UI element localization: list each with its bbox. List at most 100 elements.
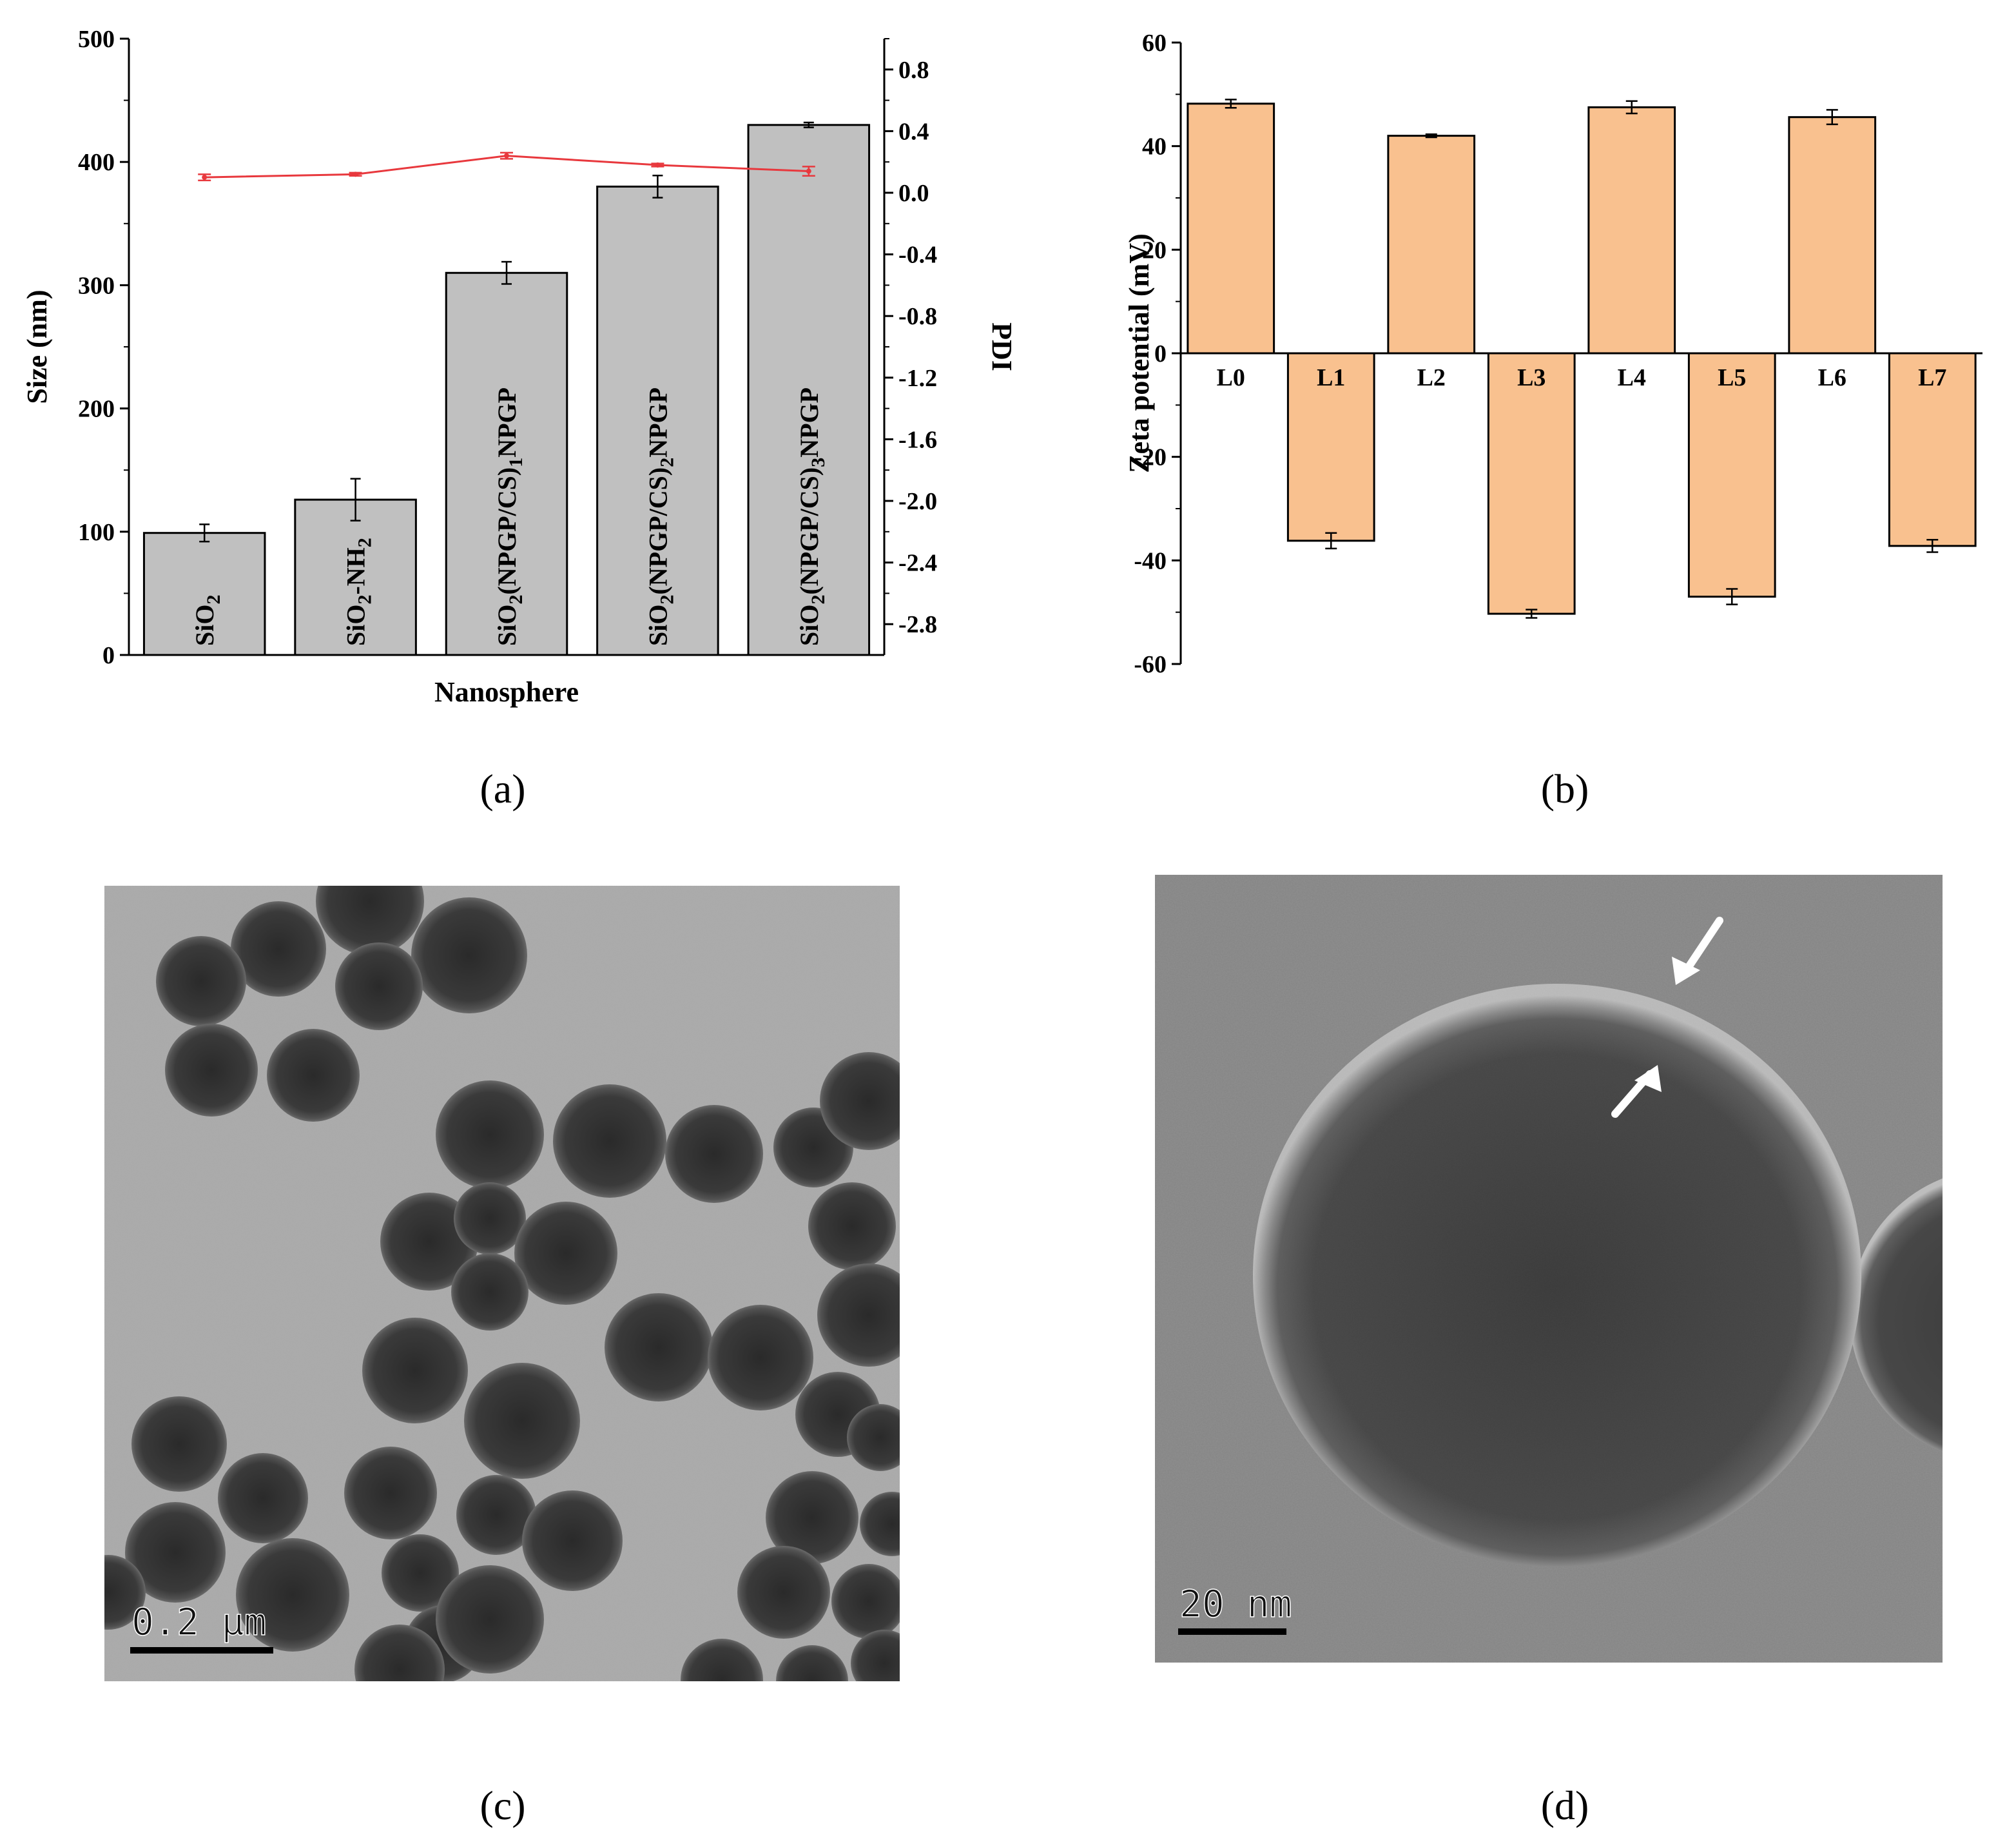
nanosphere xyxy=(454,1182,526,1254)
bar-label: SiO2(NPGP/CS)1NPGP xyxy=(492,387,527,646)
nanosphere xyxy=(681,1639,763,1681)
panel-label-d: (d) xyxy=(1541,1782,1589,1828)
x-axis-title: Nanosphere xyxy=(434,676,579,708)
bar xyxy=(1587,106,1676,355)
bar xyxy=(445,271,568,656)
nanosphere xyxy=(766,1471,858,1564)
y-tick-label: 0 xyxy=(102,642,115,669)
nanosphere xyxy=(267,1029,360,1122)
nanosphere xyxy=(847,1404,900,1471)
bar-label: SiO2 xyxy=(190,595,224,646)
category-label: L3 xyxy=(1517,364,1546,391)
y-tick-label: 300 xyxy=(78,272,115,299)
nanosphere xyxy=(820,1052,900,1150)
pdi-point xyxy=(806,168,811,174)
y-tick-label: 40 xyxy=(1142,133,1167,161)
category-label: L2 xyxy=(1417,364,1446,391)
panel-label-b: (b) xyxy=(1541,766,1589,812)
nanosphere xyxy=(708,1305,813,1411)
bar xyxy=(1286,352,1375,542)
category-label: L5 xyxy=(1718,364,1746,391)
bar xyxy=(1187,102,1275,355)
nanosphere xyxy=(831,1564,900,1639)
panel-label-a: (a) xyxy=(480,766,525,812)
y-tick-label: 100 xyxy=(78,519,115,546)
bar-label: SiO2-NH2 xyxy=(342,538,376,646)
nanosphere xyxy=(553,1084,666,1198)
tem-image-c xyxy=(104,886,900,1681)
y2-tick-label: -0.4 xyxy=(898,242,937,269)
nanosphere xyxy=(316,886,424,955)
nanosphere xyxy=(335,942,423,1030)
bar xyxy=(1387,135,1476,355)
nanosphere xyxy=(860,1492,900,1556)
shell-arrow-inner xyxy=(1611,1065,1662,1118)
nanosphere xyxy=(131,1396,227,1492)
scale-bar-label-d: 20 nm xyxy=(1179,1582,1292,1626)
bar xyxy=(1788,116,1877,355)
nanosphere xyxy=(605,1293,713,1401)
nanosphere xyxy=(522,1490,623,1591)
nanosphere xyxy=(451,1253,528,1331)
nanosphere xyxy=(411,897,527,1013)
pdi-point xyxy=(353,171,358,177)
y2-axis-title: PDI xyxy=(986,322,1018,371)
y-axis-title: Size (nm) xyxy=(21,289,53,404)
nanosphere xyxy=(165,1024,258,1117)
y2-tick-label: -1.2 xyxy=(898,365,937,392)
y2-tick-label: -1.6 xyxy=(898,426,937,453)
y2-tick-label: 0.4 xyxy=(898,118,929,145)
scale-bar-c: 0.2 μm xyxy=(130,1599,273,1654)
y-tick-label: 20 xyxy=(1142,237,1167,264)
nanosphere xyxy=(125,1502,226,1603)
y-tick-label: 60 xyxy=(1142,30,1167,57)
nanosphere xyxy=(456,1475,536,1555)
nanosphere-cluster xyxy=(104,886,900,1681)
y-tick-label: -60 xyxy=(1134,651,1167,678)
y-tick-label: -20 xyxy=(1134,444,1167,471)
pdi-point xyxy=(655,162,661,168)
y2-tick-label: -2.4 xyxy=(898,550,937,577)
bar xyxy=(596,185,719,656)
y-axis-title: Zeta potential (mV) xyxy=(1123,233,1155,473)
bar xyxy=(1487,352,1576,615)
bar-label: SiO2(NPGP/CS)2NPGP xyxy=(643,387,677,646)
category-label: L6 xyxy=(1818,364,1846,391)
bar xyxy=(1888,352,1977,547)
nanosphere xyxy=(808,1182,896,1270)
tem-image-d xyxy=(1155,875,1943,1663)
nanosphere xyxy=(514,1202,617,1305)
nanosphere xyxy=(737,1546,830,1639)
nanosphere xyxy=(104,1555,146,1630)
nanosphere xyxy=(464,1363,580,1479)
nanosphere xyxy=(436,1565,544,1674)
scale-bar-d: 20 nm xyxy=(1178,1581,1292,1635)
nanosphere xyxy=(218,1453,308,1543)
category-label: L4 xyxy=(1618,364,1646,391)
nanosphere xyxy=(344,1447,437,1539)
nanosphere xyxy=(817,1264,900,1367)
pdi-point xyxy=(504,153,509,159)
y2-tick-label: -0.8 xyxy=(898,303,937,330)
bar-label: SiO2(NPGP/CS)3NPGP xyxy=(795,387,829,646)
category-label: L7 xyxy=(1918,364,1946,391)
y-tick-label: 500 xyxy=(78,26,115,53)
y-tick-label: 200 xyxy=(78,396,115,423)
pdi-point xyxy=(202,175,208,181)
y-tick-label: -40 xyxy=(1134,547,1167,574)
y2-tick-label: 0.8 xyxy=(898,57,929,84)
category-label: L1 xyxy=(1317,364,1345,391)
bar xyxy=(747,124,871,656)
nanosphere xyxy=(362,1318,468,1423)
shell-arrow-outer xyxy=(1672,917,1723,985)
zeta-potential-chart: 60 40 20 0 -20 -40 -60 Zeta potential (mV) L0 L1 L… xyxy=(1123,30,1982,678)
nanosphere xyxy=(851,1630,900,1681)
y2-tick-label: -2.8 xyxy=(898,611,937,638)
nanosphere xyxy=(156,936,246,1026)
nanosphere xyxy=(236,1538,349,1652)
scale-bar-label-c: 0.2 μm xyxy=(131,1600,267,1644)
nanosphere xyxy=(354,1625,445,1681)
panel-label-c: (c) xyxy=(480,1782,525,1828)
neighbor-sphere xyxy=(1850,1178,1943,1452)
